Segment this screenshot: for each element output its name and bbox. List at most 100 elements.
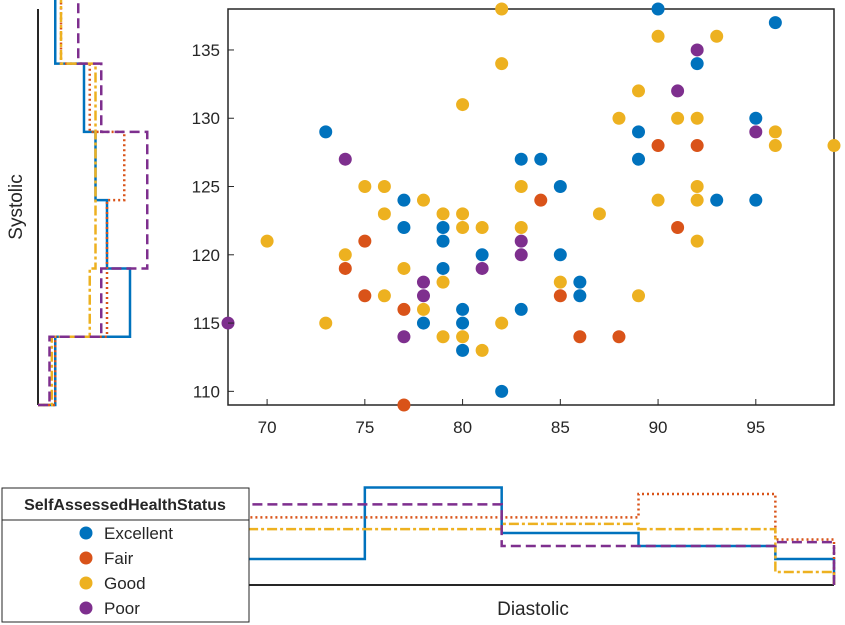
x-histogram-good xyxy=(226,522,836,585)
point-excellent xyxy=(573,289,587,303)
point-good xyxy=(632,289,646,303)
legend-marker-excellent xyxy=(79,526,93,540)
point-good xyxy=(710,29,724,43)
point-poor xyxy=(416,275,430,289)
point-excellent xyxy=(710,193,724,207)
point-good xyxy=(592,207,606,221)
y-histogram-good xyxy=(38,0,97,407)
legend-label-good: Good xyxy=(104,574,146,593)
point-excellent xyxy=(749,193,763,207)
point-good xyxy=(358,180,372,194)
point-fair xyxy=(534,193,548,207)
point-poor xyxy=(690,43,704,57)
point-good xyxy=(377,207,391,221)
y-tick-label: 115 xyxy=(193,314,220,333)
x-tick-label: 70 xyxy=(258,418,277,437)
y-tick-label: 135 xyxy=(192,41,220,60)
point-good xyxy=(651,29,665,43)
point-good xyxy=(377,180,391,194)
point-good xyxy=(319,316,333,330)
point-good xyxy=(514,180,528,194)
point-fair xyxy=(358,234,372,248)
y-tick-label: 125 xyxy=(192,178,220,197)
diastolic-histogram xyxy=(226,486,836,585)
x-histogram-excellent xyxy=(226,486,836,585)
y-tick-label: 110 xyxy=(193,382,220,401)
point-good xyxy=(475,343,489,357)
point-good xyxy=(690,111,704,125)
point-good xyxy=(260,234,274,248)
point-excellent xyxy=(495,384,509,398)
point-fair xyxy=(397,302,411,316)
legend-title: SelfAssessedHealthStatus xyxy=(24,497,226,514)
point-good xyxy=(377,289,391,303)
point-poor xyxy=(514,248,528,262)
point-excellent xyxy=(319,125,333,139)
point-fair xyxy=(397,398,411,412)
point-good xyxy=(456,220,470,234)
point-good xyxy=(690,234,704,248)
x-axis-label: Diastolic xyxy=(497,599,569,620)
point-good xyxy=(495,2,509,16)
point-good xyxy=(456,98,470,112)
point-excellent xyxy=(456,302,470,316)
point-poor xyxy=(514,234,528,248)
point-excellent xyxy=(553,248,567,262)
point-excellent xyxy=(573,275,587,289)
point-excellent xyxy=(514,302,528,316)
point-excellent xyxy=(475,248,489,262)
legend-label-poor: Poor xyxy=(104,599,140,618)
point-good xyxy=(397,261,411,275)
point-good xyxy=(768,139,782,153)
point-poor xyxy=(416,289,430,303)
point-good xyxy=(690,193,704,207)
point-fair xyxy=(338,261,352,275)
legend-marker-fair xyxy=(79,551,93,565)
point-good xyxy=(651,193,665,207)
point-fair xyxy=(671,220,685,234)
point-excellent xyxy=(456,343,470,357)
point-good xyxy=(495,57,509,71)
point-excellent xyxy=(690,57,704,71)
y-axis-label: Systolic xyxy=(6,174,27,239)
x-tick-label: 80 xyxy=(453,418,472,437)
point-good xyxy=(632,84,646,98)
point-excellent xyxy=(651,2,665,16)
point-good xyxy=(827,139,841,153)
point-good xyxy=(436,330,450,344)
point-excellent xyxy=(553,180,567,194)
point-fair xyxy=(651,139,665,153)
point-good xyxy=(690,180,704,194)
point-good xyxy=(671,111,685,125)
point-poor xyxy=(397,330,411,344)
x-tick-label: 85 xyxy=(551,418,570,437)
point-good xyxy=(475,220,489,234)
y-histogram-excellent xyxy=(38,0,132,407)
legend-entries: Excellent Fair Good Poor xyxy=(79,524,173,618)
point-good xyxy=(436,207,450,221)
legend-label-excellent: Excellent xyxy=(104,524,173,543)
point-excellent xyxy=(436,234,450,248)
point-excellent xyxy=(749,111,763,125)
point-poor xyxy=(749,125,763,139)
legend-label-fair: Fair xyxy=(104,549,134,568)
legend: SelfAssessedHealthStatus Excellent Fair Go… xyxy=(1,487,250,623)
point-good xyxy=(612,111,626,125)
x-tick-label: 95 xyxy=(746,418,765,437)
x-axis-ticks: 70 75 80 85 90 95 xyxy=(258,399,765,437)
point-fair xyxy=(612,330,626,344)
legend-marker-poor xyxy=(79,601,93,615)
point-excellent xyxy=(534,152,548,166)
point-good xyxy=(416,302,430,316)
point-fair xyxy=(553,289,567,303)
point-excellent xyxy=(514,152,528,166)
point-excellent xyxy=(632,125,646,139)
scatter-points xyxy=(221,2,841,412)
point-poor xyxy=(671,84,685,98)
point-excellent xyxy=(632,152,646,166)
point-good xyxy=(768,125,782,139)
systolic-histogram xyxy=(38,0,149,407)
point-excellent xyxy=(456,316,470,330)
point-fair xyxy=(690,139,704,153)
